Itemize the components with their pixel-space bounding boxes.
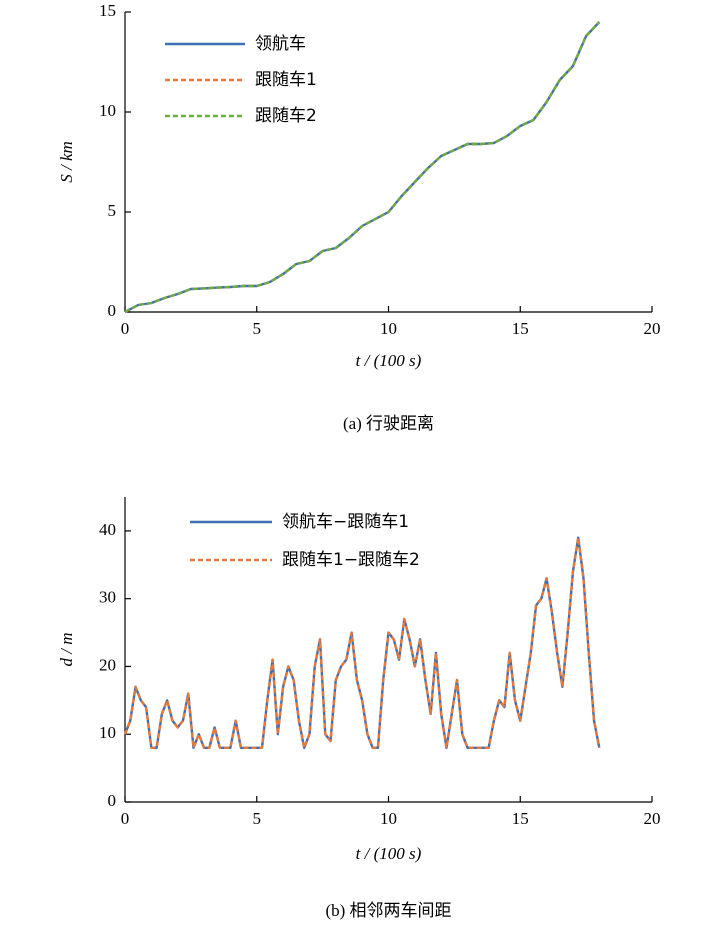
caption: (b) 相邻两车间距 xyxy=(325,901,451,920)
series-line xyxy=(124,21,601,314)
series-line xyxy=(123,536,601,749)
y-tick-label: 0 xyxy=(108,301,117,320)
x-tick-label: 15 xyxy=(512,809,529,828)
legend-label: 跟随车1 xyxy=(255,70,317,90)
y-tick-label: 5 xyxy=(108,201,117,220)
y-tick-label: 10 xyxy=(99,101,116,120)
x-tick-label: 5 xyxy=(253,809,262,828)
y-tick-label: 40 xyxy=(99,520,116,539)
x-tick-label: 5 xyxy=(253,319,262,338)
x-tick-label: 15 xyxy=(512,319,529,338)
x-axis-label: t / (100 s) xyxy=(356,351,422,370)
y-tick-label: 15 xyxy=(99,1,116,20)
x-tick-label: 20 xyxy=(644,809,661,828)
y-tick-label: 0 xyxy=(108,791,117,810)
x-tick-label: 0 xyxy=(121,319,130,338)
legend-label: 领航车 xyxy=(255,34,306,54)
y-axis-label: S / km xyxy=(57,141,76,183)
y-tick-label: 30 xyxy=(99,588,116,607)
y-axis-label: d / m xyxy=(57,633,76,667)
x-axis-label: t / (100 s) xyxy=(356,844,422,863)
legend-label: 跟随车2 xyxy=(255,106,317,126)
series-line xyxy=(124,21,601,314)
caption: (a) 行驶距离 xyxy=(343,414,434,433)
y-tick-label: 20 xyxy=(99,655,116,674)
legend-label: 跟随车1−跟随车2 xyxy=(282,550,420,570)
series-line xyxy=(124,21,601,314)
x-tick-label: 20 xyxy=(644,319,661,338)
x-tick-label: 10 xyxy=(380,319,397,338)
legend-label: 领航车−跟随车1 xyxy=(282,512,409,532)
y-tick-label: 10 xyxy=(99,723,116,742)
x-tick-label: 10 xyxy=(380,809,397,828)
x-tick-label: 0 xyxy=(121,809,130,828)
